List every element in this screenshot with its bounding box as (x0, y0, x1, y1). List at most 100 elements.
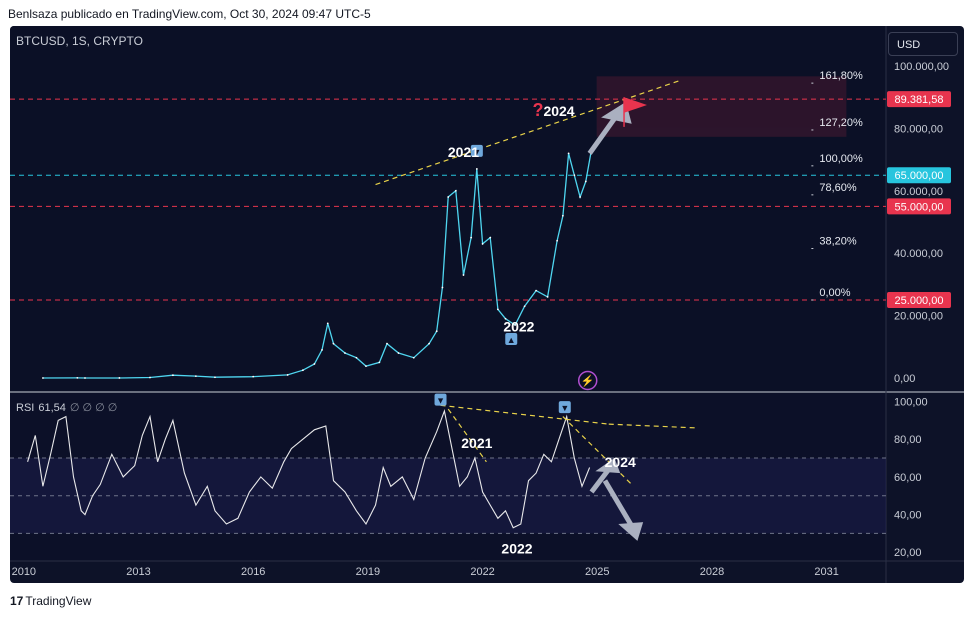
currency-button[interactable]: USD (888, 32, 958, 56)
fib-level-label: 38,20% (819, 236, 857, 248)
price-point (355, 356, 358, 359)
price-point (76, 377, 79, 379)
time-tick-label: 2013 (126, 566, 150, 578)
rsi-series-line (27, 409, 591, 529)
price-annotation: 2021 (448, 144, 479, 160)
price-point (313, 363, 316, 365)
price-point (504, 317, 507, 320)
fib-level-label: 78,60% (819, 182, 857, 194)
rsi-trendline-2021 (447, 408, 487, 463)
rsi-annotation: 2021 (461, 435, 492, 451)
price-annotation: ? (533, 100, 544, 120)
fib-level-label: 161,80% (819, 70, 863, 82)
marker-glyph: ▼ (560, 403, 569, 413)
price-level-tag (887, 198, 951, 215)
price-tick-label: 60.000,00 (894, 186, 943, 198)
rsi-marker-2021 (434, 393, 447, 406)
time-tick-label: 2025 (585, 566, 609, 578)
price-level-label: 55.000,00 (895, 201, 944, 213)
price-point (514, 324, 516, 326)
rsi-marker-2024 (558, 401, 571, 414)
price-point (344, 352, 346, 354)
rsi-trendline-top (440, 404, 609, 425)
rsi-trendline-2024 (562, 416, 633, 485)
price-point (365, 365, 367, 368)
price-point (489, 236, 492, 239)
price-point (546, 295, 549, 298)
price-annotation: 2024 (543, 103, 574, 119)
price-point (378, 361, 381, 364)
rsi-up-arrow-shaft (589, 467, 611, 494)
time-tick-label: 2031 (814, 566, 838, 578)
lightning-icon (577, 370, 598, 391)
rsi-annotation: 2022 (501, 540, 532, 556)
symbol-label[interactable]: BTCUSD, 1S, CRYPTO (16, 34, 143, 48)
chart-canvas[interactable]: 0,00 20.000,00 40.000,00 60.000,00 80.000,00… (10, 26, 964, 583)
price-level-tag (887, 91, 951, 108)
price-point (556, 239, 559, 242)
tradingview-logo[interactable]: 17 TradingView (10, 594, 91, 608)
price-point (42, 377, 44, 379)
price-point (567, 152, 570, 155)
marker-glyph: ▼ (436, 396, 445, 406)
price-tick-label: 40.000,00 (894, 248, 943, 260)
price-point (535, 289, 538, 292)
chart-frame[interactable]: 0,00 20.000,00 40.000,00 60.000,00 80.000,00… (10, 26, 964, 583)
marker-down-2021 (470, 144, 483, 157)
price-point (149, 376, 151, 379)
price-level-label: 25.000,00 (895, 295, 944, 307)
rsi-tick-label: 80,00 (894, 434, 922, 446)
price-point (428, 342, 430, 345)
price-point (447, 196, 450, 198)
price-level-label: 65.000,00 (895, 170, 944, 182)
price-point (326, 322, 329, 325)
price-point (84, 377, 86, 379)
price-level-label: 89.381,58 (895, 94, 944, 106)
price-annotation: 2022 (503, 319, 534, 335)
price-point (172, 374, 174, 377)
marker-glyph: ▼ (472, 147, 481, 157)
flag-icon (624, 97, 647, 113)
price-point (397, 352, 400, 354)
rsi-down-arrow-head (618, 522, 644, 541)
fib-level-label: 0,00% (819, 287, 850, 299)
price-point (523, 305, 526, 308)
price-point (454, 189, 457, 192)
marker-glyph: ▲ (507, 335, 516, 345)
rsi-params: ∅ ∅ ∅ ∅ (69, 402, 118, 414)
time-tick-label: 2010 (12, 566, 36, 578)
time-tick-label: 2019 (356, 566, 380, 578)
price-point (412, 356, 415, 359)
price-point (386, 342, 388, 345)
price-tick-label: 0,00 (894, 373, 915, 385)
lightning-glyph: ⚡ (581, 374, 595, 387)
price-point (321, 349, 323, 351)
rsi-legend[interactable]: RSI 61,54 ∅ ∅ ∅ ∅ (16, 402, 118, 414)
logo-text: TradingView (25, 594, 92, 608)
rsi-down-arrow-shaft (602, 479, 634, 528)
rsi-value: 61,54 (38, 402, 66, 414)
rsi-annotation: 2024 (605, 454, 636, 470)
logo-mark: 17 (10, 594, 24, 608)
price-point (252, 375, 255, 378)
rsi-tick-label: 40,00 (894, 510, 922, 522)
time-tick-label: 2022 (470, 566, 494, 578)
price-point (470, 236, 473, 239)
price-tick-label: 100.000,00 (894, 61, 949, 73)
rsi-tick-label: 60,00 (894, 472, 922, 484)
price-point (194, 375, 197, 378)
price-point (584, 180, 587, 183)
time-tick-label: 2028 (700, 566, 724, 578)
price-point (579, 196, 581, 198)
fib-level-label: 127,20% (819, 117, 863, 129)
price-point (561, 214, 564, 217)
price-point (475, 168, 478, 170)
price-point (332, 342, 335, 345)
price-level-tag (887, 167, 951, 184)
fib-level-label: 100,00% (819, 153, 863, 165)
price-point (573, 174, 576, 177)
price-point (441, 286, 444, 289)
rsi-trendline-top-ext (608, 423, 697, 429)
price-tick-label: 80.000,00 (894, 123, 943, 135)
price-point (214, 376, 216, 379)
